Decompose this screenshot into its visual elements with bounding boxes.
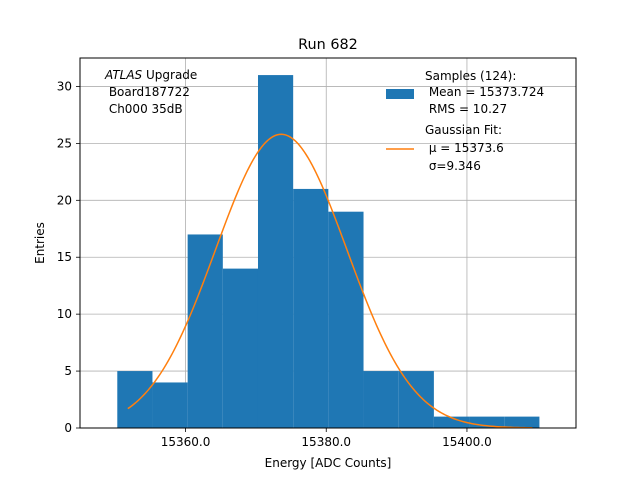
legend-samples-header: Samples (124):	[425, 69, 516, 83]
histogram-bar	[222, 268, 258, 428]
y-axis-ticks: 0 5 10 15 20 25 30	[57, 79, 80, 435]
axes-frame	[79, 57, 577, 429]
legend-samples-rms: RMS = 10.27	[425, 102, 507, 116]
histogram-bars	[117, 75, 540, 429]
legend-samples-patch	[386, 89, 414, 99]
atlas-annotation: ATLAS Upgrade Board187722 Ch000 35dB	[104, 68, 197, 116]
histogram-bar	[363, 371, 399, 428]
x-axis-ticks: 15360.0 15380.0 15400.0	[161, 428, 492, 449]
y-tick-label: 25	[57, 136, 72, 150]
histogram-bar	[469, 416, 505, 428]
x-axis-label: Energy [ADC Counts]	[265, 456, 392, 470]
fit-curve	[127, 133, 533, 429]
histogram-bar	[433, 416, 470, 428]
y-tick-label: 30	[57, 79, 72, 93]
y-tick-label: 10	[57, 307, 72, 321]
y-axis-label: Entries	[33, 222, 47, 264]
annotation-board: Board187722	[105, 85, 190, 99]
histogram-bar	[117, 371, 153, 428]
annotation-upgrade: Upgrade	[142, 68, 197, 82]
y-tick-label: 0	[64, 421, 72, 435]
legend: Samples (124): Mean = 15373.724 RMS = 10…	[386, 69, 544, 173]
x-tick-label: 15380.0	[301, 435, 351, 449]
histogram-bar	[328, 211, 364, 428]
histogram-bar	[504, 416, 540, 428]
chart-title: Run 682	[298, 37, 358, 53]
legend-samples-mean: Mean = 15373.724	[425, 85, 544, 99]
annotation-atlas: ATLAS	[104, 68, 143, 82]
histogram-bar	[152, 382, 188, 428]
annotation-channel: Ch000 35dB	[105, 102, 183, 116]
histogram-bar	[398, 371, 434, 428]
legend-fit-mu: μ = 15373.6	[425, 141, 504, 155]
histogram-bar	[187, 234, 223, 428]
annotation-line-1: ATLAS Upgrade	[104, 68, 197, 82]
y-tick-label: 5	[64, 364, 72, 378]
y-tick-label: 15	[57, 250, 72, 264]
gaussian-fit	[127, 133, 533, 429]
legend-fit-header: Gaussian Fit:	[425, 123, 502, 137]
y-tick-label: 20	[57, 193, 72, 207]
histogram-bar	[257, 75, 294, 429]
x-tick-label: 15400.0	[442, 435, 492, 449]
legend-fit-sigma: σ=9.346	[425, 159, 481, 173]
histogram-bar	[293, 188, 329, 428]
x-tick-label: 15360.0	[161, 435, 211, 449]
